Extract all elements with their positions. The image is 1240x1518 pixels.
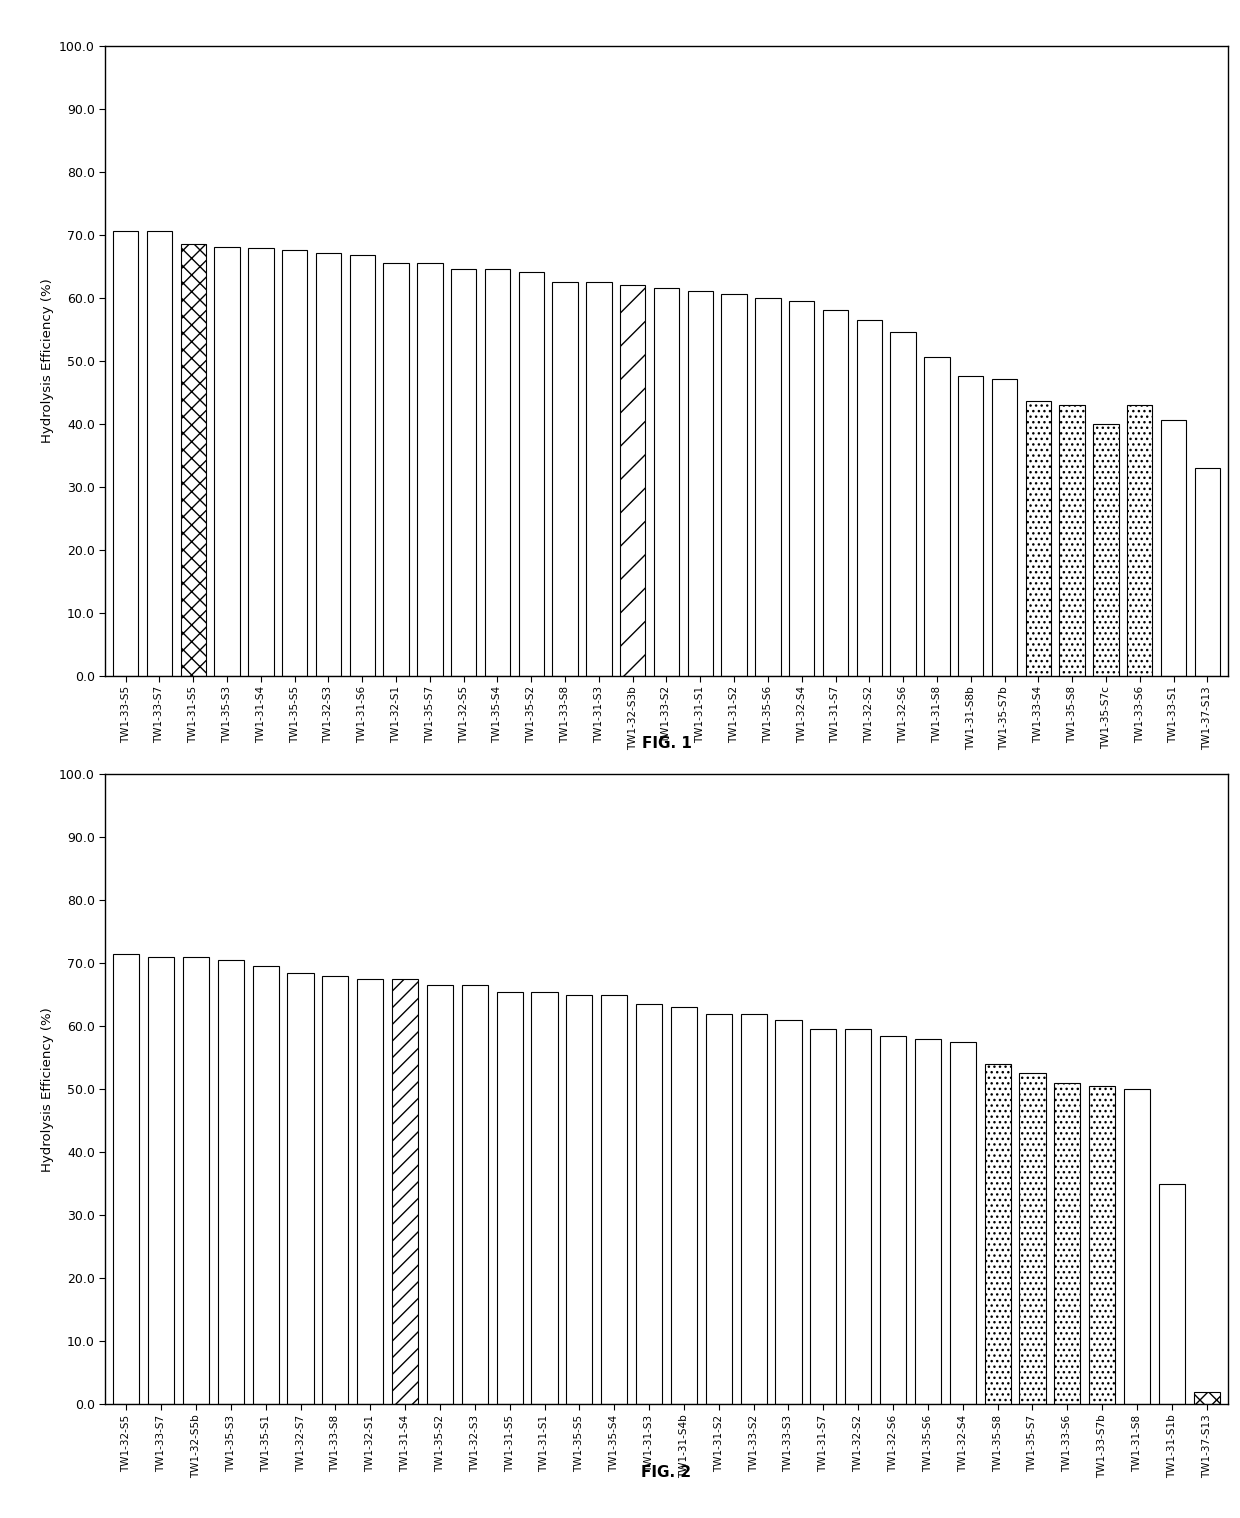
Bar [322, 976, 348, 1404]
Bar [587, 282, 611, 676]
Bar [532, 991, 558, 1404]
Bar [1094, 424, 1118, 676]
Bar [392, 979, 418, 1404]
Bar [653, 288, 680, 676]
Bar [775, 1020, 801, 1404]
Bar [1123, 1090, 1149, 1404]
Bar [915, 1038, 941, 1404]
Bar [215, 247, 239, 676]
Bar [985, 1064, 1011, 1404]
Bar [1019, 1073, 1045, 1404]
Bar [924, 357, 950, 676]
Bar [288, 973, 314, 1404]
Bar [461, 985, 487, 1404]
Bar [740, 1014, 766, 1404]
Bar [789, 301, 815, 676]
Bar [518, 272, 544, 676]
Y-axis label: Hydrolysis Efficiency (%): Hydrolysis Efficiency (%) [41, 1006, 53, 1172]
Y-axis label: Hydrolysis Efficiency (%): Hydrolysis Efficiency (%) [41, 278, 53, 443]
Bar [146, 231, 172, 676]
Bar [567, 994, 593, 1404]
Bar [846, 1029, 872, 1404]
Bar [823, 310, 848, 676]
Text: FIG. 1: FIG. 1 [641, 736, 692, 751]
Bar [890, 332, 916, 676]
Bar [706, 1014, 732, 1404]
Bar [184, 956, 210, 1404]
Bar [1194, 1392, 1220, 1404]
Bar [959, 376, 983, 676]
Bar [671, 1008, 697, 1404]
Bar [755, 298, 780, 676]
Bar [1059, 405, 1085, 676]
Bar [1089, 1085, 1115, 1404]
Bar [992, 380, 1017, 676]
Bar [350, 255, 374, 676]
Bar [810, 1029, 837, 1404]
Bar [281, 250, 308, 676]
Bar [620, 285, 645, 676]
Bar [1025, 401, 1052, 676]
Bar [316, 254, 341, 676]
Bar [1194, 468, 1220, 676]
Text: FIG. 2: FIG. 2 [641, 1465, 692, 1480]
Bar [601, 994, 627, 1404]
Bar [113, 231, 139, 676]
Bar [253, 967, 279, 1404]
Bar [688, 291, 713, 676]
Bar [950, 1041, 976, 1404]
Bar [181, 244, 206, 676]
Bar [417, 263, 443, 676]
Bar [383, 263, 409, 676]
Bar [451, 269, 476, 676]
Bar [485, 269, 510, 676]
Bar [1054, 1082, 1080, 1404]
Bar [636, 1003, 662, 1404]
Bar [553, 282, 578, 676]
Bar [1127, 405, 1152, 676]
Bar [857, 320, 882, 676]
Bar [722, 294, 746, 676]
Bar [1161, 420, 1187, 676]
Bar [113, 953, 139, 1404]
Bar [496, 991, 523, 1404]
Bar [880, 1035, 906, 1404]
Bar [427, 985, 453, 1404]
Bar [1158, 1184, 1185, 1404]
Bar [218, 959, 244, 1404]
Bar [248, 249, 274, 676]
Bar [357, 979, 383, 1404]
Bar [148, 956, 175, 1404]
